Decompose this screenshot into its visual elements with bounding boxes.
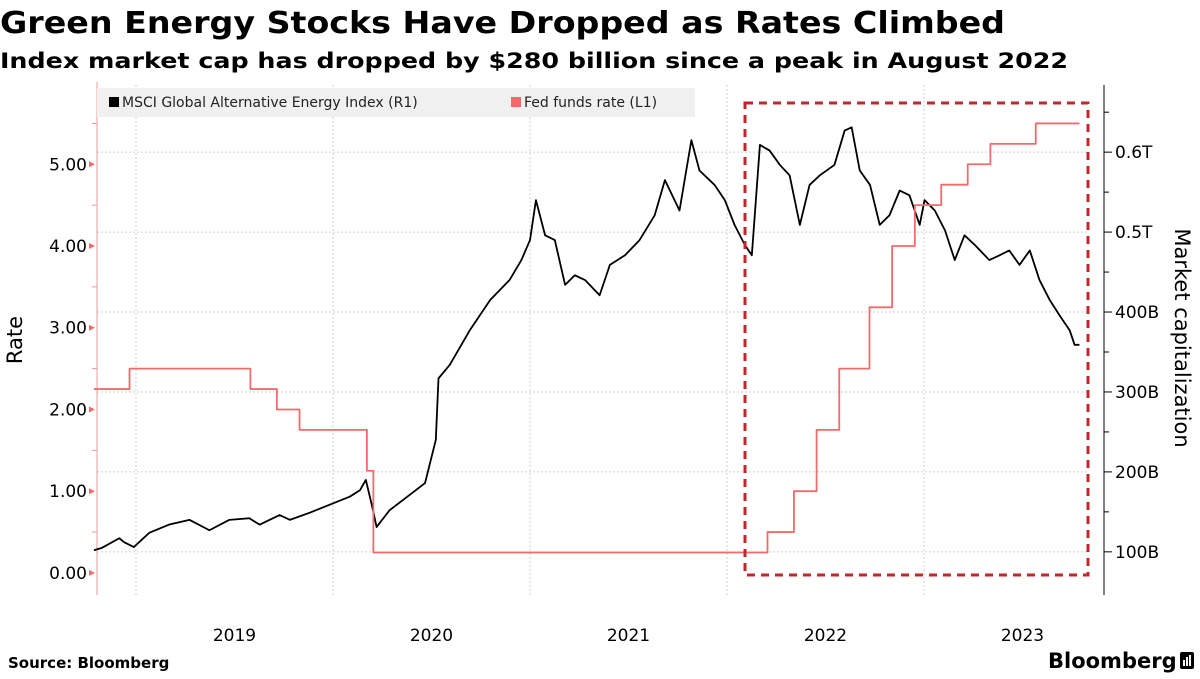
- y-right-axis-label: Market capitalization: [1170, 228, 1194, 447]
- fed-funds-rate-line: [93, 122, 1080, 554]
- y-left-tick-label: 5.00: [49, 155, 87, 175]
- y-right-tick-label: 400B: [1115, 303, 1159, 323]
- chart-title: Green Energy Stocks Have Dropped as Rate…: [0, 6, 1005, 41]
- highlight-box: [743, 101, 1090, 577]
- x-tick-label: 2022: [804, 626, 847, 646]
- y-right-tick-label: 0.5T: [1115, 223, 1153, 243]
- y-left-tick: [89, 324, 95, 331]
- y-left-tick: [89, 243, 95, 250]
- axes: 100B 200B 300B 400B 0.5T 0.6T 2019 2020 2021 2022…: [49, 82, 1159, 646]
- legend-label-fed-funds: Fed funds rate (L1): [524, 95, 657, 111]
- y-left-tick: [89, 569, 95, 576]
- y-right-tick-label: 200B: [1115, 463, 1159, 483]
- y-right-tick-label: 0.6T: [1115, 143, 1153, 163]
- x-tick-label: 2021: [607, 626, 650, 646]
- bloomberg-logo: Bloomberg: [1048, 649, 1177, 673]
- y-left-tick: [89, 488, 95, 495]
- y-left-tick-label: 3.00: [49, 319, 87, 339]
- legend: MSCI Global Alternative Energy Index (R1…: [97, 88, 695, 117]
- y-left-tick: [89, 161, 95, 168]
- bloomberg-terminal-icon: [1180, 652, 1194, 669]
- y-left-tick-label: 0.00: [49, 564, 87, 584]
- y-left-tick: [89, 406, 95, 413]
- gridlines: [97, 85, 1088, 595]
- legend-swatch-msci: [109, 97, 119, 107]
- plot-area: [93, 101, 1090, 577]
- y-left-tick-label: 4.00: [49, 237, 87, 257]
- msci-market-cap-line: [93, 126, 1080, 552]
- x-tick-label: 2023: [1001, 626, 1044, 646]
- source-note: Source: Bloomberg: [8, 654, 169, 672]
- y-left-tick-label: 2.00: [49, 400, 87, 420]
- x-tick-label: 2020: [410, 626, 453, 646]
- y-right-tick-label: 100B: [1115, 543, 1159, 563]
- y-right-tick-label: 300B: [1115, 383, 1159, 403]
- legend-label-msci: MSCI Global Alternative Energy Index (R1…: [122, 95, 418, 111]
- chart-subtitle: Index market cap has dropped by $280 bil…: [0, 49, 1068, 73]
- y-left-tick-label: 1.00: [49, 482, 87, 502]
- x-tick-label: 2019: [213, 626, 256, 646]
- legend-background: [97, 88, 695, 117]
- y-left-axis-label: Rate: [3, 316, 27, 364]
- legend-swatch-fed-funds: [511, 97, 521, 107]
